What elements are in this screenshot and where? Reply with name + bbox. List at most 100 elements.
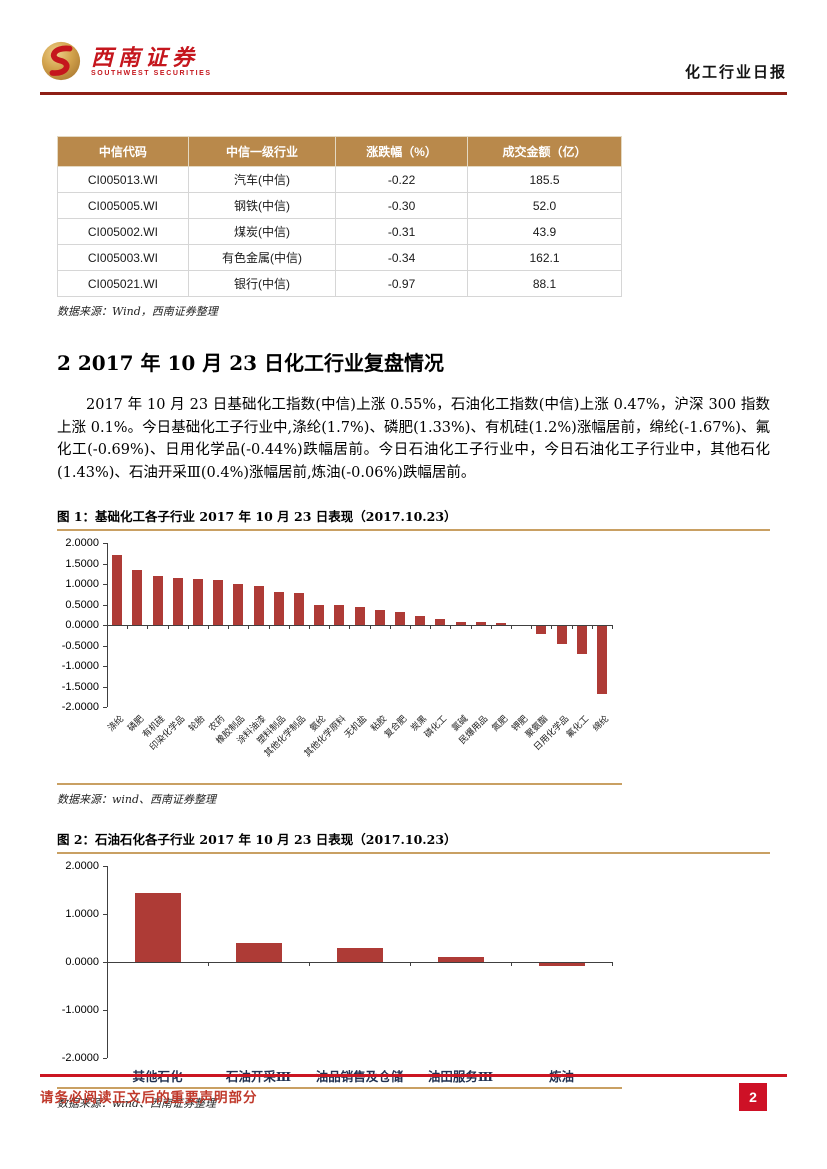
bar (253, 586, 264, 625)
table-row: CI005003.WI 有色金属(中信) -0.34 162.1 (57, 244, 622, 271)
chart-1-x-labels: 涤纶 磷肥 有机硅 印染化学品 轮胎 农药 橡胶制品 涂料油漆 塑料制品 其他化学制品 氨纶 其他化学… (106, 707, 622, 781)
table-cell: CI005005.WI (57, 192, 189, 219)
figure-1-source-note: 数据来源：wind、西南证券整理 (57, 793, 217, 806)
basic-chemicals-bar-chart: -2.0000 -1.5000 -1.0000 -0.5000 0.0000 0.5000… (62, 537, 622, 781)
x-axis-tick (147, 625, 149, 629)
table-cell: 43.9 (467, 218, 622, 245)
x-axis-tick (410, 625, 411, 629)
y-axis-tick (103, 707, 107, 708)
y-axis-tick (103, 962, 107, 963)
y-axis-tick (103, 1010, 107, 1011)
bar (314, 604, 325, 625)
x-axis-tick (571, 625, 573, 629)
company-logo: 西南证券 SOUTHWEST SECURITIES (40, 40, 212, 82)
y-axis-label: -1.0000 (61, 1004, 99, 1016)
figure-2-source-note: 数据来源：wind、西南证券整理 (57, 1097, 217, 1110)
bar (112, 555, 123, 625)
bar (576, 626, 587, 655)
y-axis-label: -0.5000 (61, 639, 99, 652)
brand-name-en: SOUTHWEST SECURITIES (91, 69, 212, 77)
x-axis-tick (309, 625, 310, 629)
report-title: 化工行业日报 (684, 63, 787, 81)
y-axis-tick (103, 666, 107, 667)
figure-2: 图 2：石油石化各子行业 2017 年 10 月 23 日表现（2017.10.… (57, 829, 770, 1111)
bar (435, 618, 446, 625)
y-axis-label: -1.5000 (61, 680, 99, 693)
section-heading: 2 2017 年 10 月 23 日化工行业复盘情况 (57, 351, 445, 375)
bar (213, 579, 224, 625)
x-axis-tick (612, 625, 613, 629)
x-axis-tick (309, 962, 310, 966)
table-row: CI005005.WI 钢铁(中信) -0.30 52.0 (57, 192, 622, 219)
y-axis-tick (103, 563, 107, 565)
x-axis-tick (208, 625, 209, 629)
table-column-header: 中信一级行业 (187, 136, 337, 167)
y-axis-tick (103, 625, 107, 626)
x-axis-tick (248, 625, 250, 629)
table-cell: -0.30 (335, 192, 469, 219)
bar (495, 622, 506, 625)
x-axis-tick (369, 625, 371, 629)
y-axis-label: 1.0000 (65, 908, 99, 920)
bar (475, 621, 486, 625)
x-axis-tick (268, 625, 270, 629)
y-axis-label: -1.0000 (61, 660, 99, 672)
x-axis-tick (107, 625, 108, 629)
x-axis-tick (511, 625, 512, 629)
table-cell: 88.1 (467, 270, 622, 297)
bar (437, 957, 484, 962)
bar (536, 626, 547, 635)
bar (415, 615, 426, 625)
table-cell: -0.22 (335, 166, 469, 193)
chart-2-plot-area: -2.0000 -1.0000 0.0000 1.0000 2.0000 (62, 860, 613, 1064)
table-column-header: 涨跌幅（%） (335, 136, 469, 167)
bar (538, 963, 585, 966)
table-cell: -0.97 (335, 270, 469, 297)
bar (394, 612, 405, 625)
industry-table: 中信代码 中信一级行业 涨跌幅（%） 成交金额（亿） CI005013.WI 汽车(中信… (57, 136, 622, 297)
bar (235, 942, 282, 962)
x-axis-tick (591, 625, 593, 629)
y-axis-tick (103, 1058, 107, 1059)
bar (455, 621, 466, 625)
y-axis-tick (103, 543, 107, 544)
bar (172, 577, 183, 625)
bar (293, 593, 304, 625)
x-axis-tick (410, 962, 411, 966)
x-axis-tick (490, 625, 492, 629)
x-axis-tick (127, 625, 129, 629)
table-row: CI005021.WI 银行(中信) -0.97 88.1 (57, 270, 622, 297)
y-axis-label: -2.0000 (61, 1052, 99, 1064)
x-axis-tick (228, 625, 230, 629)
x-axis-tick (551, 625, 553, 629)
y-axis-label: 2.0000 (65, 860, 99, 872)
table-cell: CI005002.WI (57, 218, 189, 245)
chart-1-plot-area: -2.0000 -1.5000 -1.0000 -0.5000 0.0000 0.5000… (62, 537, 613, 713)
table-column-header: 中信代码 (57, 136, 189, 167)
y-axis-label: 0.5000 (65, 598, 99, 611)
x-axis-tick (107, 962, 108, 966)
x-axis-tick (612, 962, 613, 966)
y-axis-label: 1.5000 (65, 557, 99, 570)
table-row: CI005002.WI 煤炭(中信) -0.31 43.9 (57, 218, 622, 245)
x-axis-tick (329, 625, 331, 629)
table-cell: 185.5 (467, 166, 622, 193)
bar (334, 604, 345, 625)
page-header: 西南证券 SOUTHWEST SECURITIES 化工行业日报 (40, 40, 787, 95)
y-axis-label: -2.0000 (61, 701, 99, 713)
bar (273, 592, 284, 625)
x-axis-tick (208, 962, 209, 966)
y-axis-label: 0.0000 (65, 956, 99, 968)
zero-axis-line (107, 625, 612, 626)
table-cell: CI005013.WI (57, 166, 189, 193)
page-footer: 请务必阅读正文后的重要声明部分 2 (40, 1074, 787, 1111)
table-source-note: 数据来源：Wind，西南证券整理 (57, 305, 218, 318)
figure-1: 图 1：基础化工各子行业 2017 年 10 月 23 日表现（2017.10.… (57, 506, 770, 807)
y-axis-label: 1.0000 (65, 578, 99, 590)
bar (336, 947, 383, 962)
x-axis-tick (288, 625, 290, 629)
x-axis-tick (187, 625, 189, 629)
x-axis-tick (167, 625, 169, 629)
x-axis-tick (531, 625, 533, 629)
